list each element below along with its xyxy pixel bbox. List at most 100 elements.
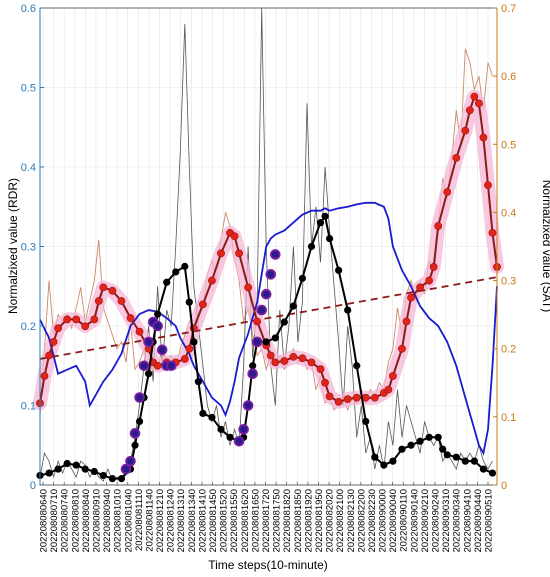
rdr-point: [298, 274, 307, 282]
x-tick-label: 202208082230: [367, 489, 378, 552]
rdr-highlight-point: [152, 320, 163, 332]
left-axis-title: Normalzixed value (RDR): [6, 178, 20, 314]
sat-point: [45, 351, 53, 360]
sat-point: [425, 276, 434, 285]
sat-point: [370, 393, 379, 402]
rdr-point: [353, 362, 361, 370]
rdr-point: [185, 298, 193, 306]
sat-point: [135, 327, 144, 336]
rdr-highlight-point: [269, 249, 281, 260]
sat-point: [235, 249, 243, 258]
rdr-point: [117, 475, 126, 483]
rdr-highlight-point: [256, 304, 268, 316]
sat-point: [198, 300, 207, 309]
x-tick-label: 202208081520: [219, 489, 230, 552]
rdr-highlight-point: [138, 360, 150, 372]
rdr-point: [45, 469, 53, 477]
rdr-point: [335, 266, 343, 274]
rdr-point: [131, 441, 139, 449]
rdr-point: [262, 338, 270, 346]
rdr-highlight-point: [238, 424, 249, 435]
rdr-point: [488, 469, 497, 477]
x-tick-label: 202208080710: [49, 489, 60, 552]
rdr-point: [389, 457, 397, 465]
x-tick-label: 202208081240: [166, 489, 177, 552]
rdr-highlight-point: [120, 463, 132, 475]
x-tick-label: 202208090510: [484, 489, 495, 552]
x-tick-label: 202208081850: [293, 489, 304, 552]
sat-point: [54, 324, 62, 333]
x-tick-label: 202208082130: [346, 489, 357, 552]
sat-point: [479, 133, 488, 142]
sat-point: [280, 357, 289, 365]
x-tick-label: 202208081650: [250, 489, 261, 552]
right-tick-label: 0.3: [501, 276, 516, 288]
x-tick-label: 202208081550: [229, 489, 240, 552]
rdr-highlight-point: [143, 336, 154, 348]
rdr-point: [249, 362, 257, 370]
rdr-point: [307, 242, 316, 251]
x-tick-label: 202208090410: [462, 489, 473, 552]
x-tick-label: 202208080640: [39, 489, 50, 552]
sat-point: [253, 317, 262, 326]
x-axis-title: Time steps(10-minute): [208, 558, 328, 572]
right-tick-label: 0.1: [501, 412, 516, 424]
rdr-highlight-point: [165, 360, 177, 372]
sat-point: [475, 99, 483, 108]
sat-point: [266, 351, 275, 360]
sat-point: [180, 355, 189, 363]
rdr-highlight-point: [247, 368, 258, 380]
rdr-point: [443, 451, 451, 459]
rdr-point: [54, 465, 62, 473]
right-axis-title: Normalzixed value (SAT): [540, 180, 550, 312]
rdr-point: [380, 461, 388, 469]
rdr-point: [190, 338, 198, 346]
x-tick-label: 202208090440: [473, 489, 484, 552]
x-tick-label: 202208081310: [176, 489, 187, 552]
rdr-point: [163, 278, 171, 286]
left-tick-label: 0: [30, 480, 36, 492]
x-tick-label: 202208081140: [145, 489, 156, 552]
left-tick-label: 0.6: [21, 3, 36, 15]
sat-point: [343, 395, 352, 404]
sat-point: [416, 283, 424, 292]
sat-point: [429, 263, 438, 271]
sat-point: [484, 181, 492, 190]
left-tick-label: 0.3: [21, 242, 36, 254]
sat-point: [352, 393, 361, 402]
left-tick-label: 0.1: [21, 401, 36, 413]
right-tick-label: 0.5: [501, 139, 516, 151]
rdr-point: [154, 310, 162, 318]
right-tick-label: 0: [501, 480, 507, 492]
x-tick-label: 202208081720: [261, 489, 272, 552]
rdr-point: [99, 471, 107, 480]
x-tick-label: 202208090210: [420, 489, 431, 552]
x-tick-label: 202208082020: [325, 489, 336, 552]
rdr-highlight-point: [260, 288, 272, 300]
sat-point: [217, 249, 225, 258]
rdr-highlight-point: [134, 392, 145, 403]
rdr-point: [479, 465, 488, 473]
left-tick-label: 0.5: [21, 83, 36, 95]
sat-point: [153, 361, 162, 370]
rdr-point: [344, 306, 352, 314]
right-tick-label: 0.7: [501, 3, 516, 15]
sat-point: [470, 92, 479, 101]
right-tick-label: 0.2: [501, 344, 516, 356]
sat-point: [307, 358, 316, 367]
x-tick-label: 202208081920: [303, 489, 314, 552]
left-tick-label: 0.4: [21, 162, 36, 174]
rdr-point: [81, 465, 89, 473]
rdr-point: [199, 409, 207, 418]
axes: 0 0.1 0.2 0.3 0.4 0.5 0.6 0 0.1 0.2 0.3 0.4 0.5 0.6 0.…: [21, 3, 517, 552]
rdr-highlight-point: [251, 336, 263, 348]
rdr-point: [135, 417, 144, 425]
rdr-point: [280, 318, 288, 326]
x-tick-label: 202208080910: [92, 489, 103, 552]
sat-point: [289, 352, 298, 361]
rdr-point: [407, 441, 415, 449]
rdr-point: [90, 467, 98, 476]
sat-point: [126, 314, 135, 322]
x-tick-label: 202208090240: [431, 489, 442, 552]
